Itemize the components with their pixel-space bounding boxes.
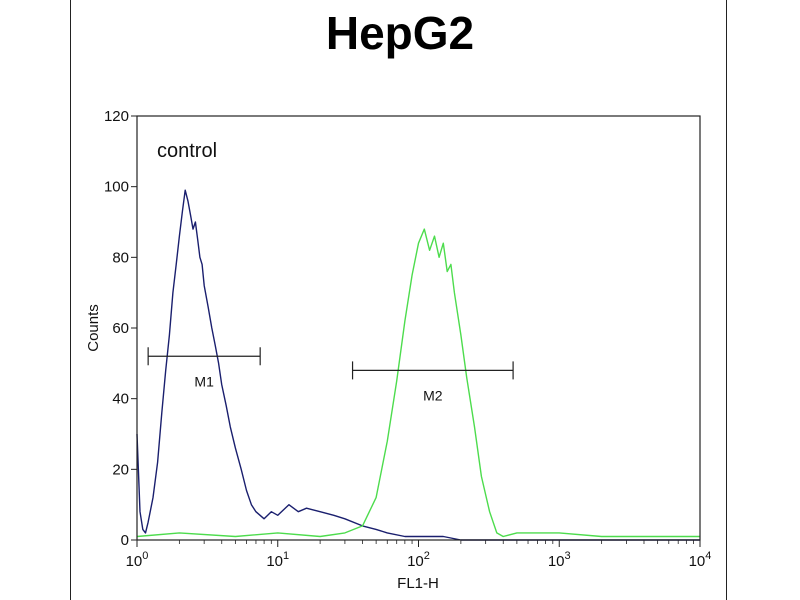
- x-tick-exp: 2: [424, 550, 430, 562]
- marker-label: M2: [423, 387, 443, 403]
- chart-frame: [70, 0, 727, 600]
- x-axis-label: FL1-H: [397, 575, 439, 592]
- x-tick-label: 104: [689, 550, 712, 570]
- y-tick-label: 80: [112, 249, 129, 266]
- x-tick-exp: 1: [283, 550, 289, 562]
- x-tick-exp: 4: [705, 550, 711, 562]
- x-tick-label: 102: [407, 550, 430, 570]
- x-tick-base: 10: [548, 553, 565, 570]
- chart-title: HepG2: [325, 7, 475, 59]
- x-tick-label: 101: [266, 550, 289, 570]
- x-tick-label: 103: [548, 550, 571, 570]
- control-annotation: control: [157, 140, 217, 162]
- y-tick-label: 0: [121, 532, 129, 549]
- y-tick-label: 60: [112, 320, 129, 337]
- y-axis-label: Counts: [85, 304, 102, 352]
- plot-area: [136, 115, 701, 541]
- y-tick-label: 20: [112, 461, 129, 478]
- y-tick-label: 100: [104, 179, 129, 196]
- x-tick-label: 100: [126, 550, 149, 570]
- x-tick-exp: 0: [142, 550, 148, 562]
- marker-label: M1: [194, 373, 214, 389]
- series-line-1: [136, 189, 700, 541]
- y-tick-label: 40: [112, 391, 129, 408]
- x-tick-base: 10: [266, 553, 283, 570]
- x-tick-exp: 3: [565, 550, 571, 562]
- x-tick-base: 10: [407, 553, 424, 570]
- series-line-2: [136, 228, 700, 538]
- x-tick-base: 10: [689, 553, 706, 570]
- y-tick-label: 120: [104, 108, 129, 125]
- x-tick-base: 10: [126, 553, 143, 570]
